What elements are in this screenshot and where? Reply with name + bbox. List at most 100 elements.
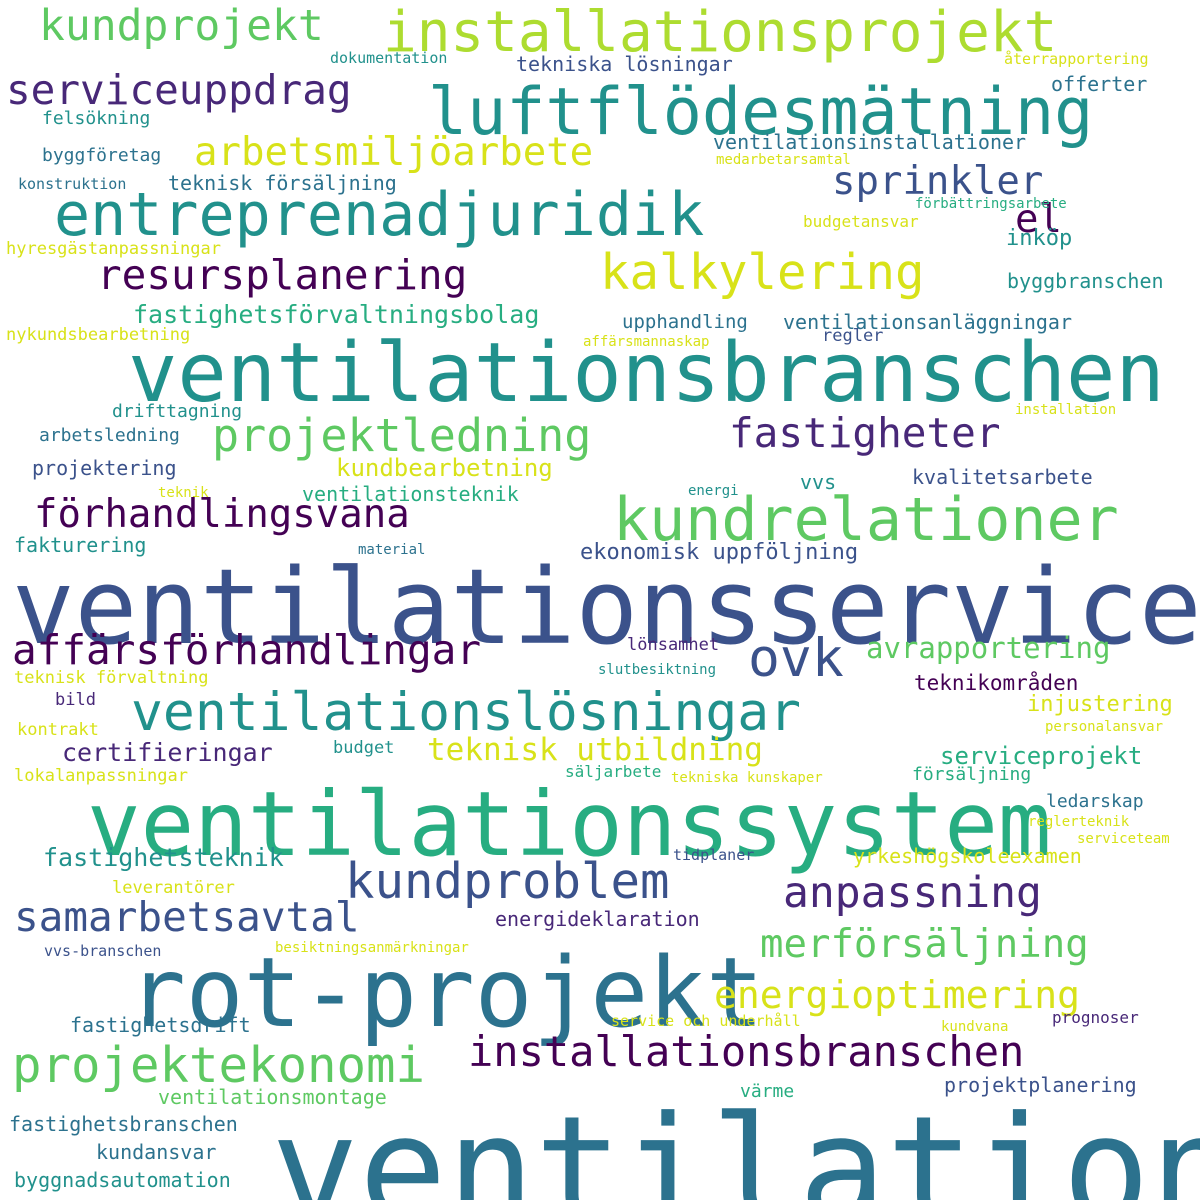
word-forbattringsarbete: förbättringsarbete [915, 196, 1067, 212]
word-resursplanering: resursplanering [97, 251, 468, 299]
word-vvs: vvs [800, 470, 837, 494]
word-ventilation: ventilation [271, 1085, 1200, 1200]
word-entreprenadjuridik: entreprenadjuridik [54, 180, 705, 250]
word-slutbesiktning: slutbesiktning [598, 662, 717, 678]
word-serviceprojekt: serviceprojekt [940, 742, 1143, 770]
word-ventilationsbranschen: ventilationsbranschen [128, 326, 1165, 421]
word-kundbearbetning: kundbearbetning [336, 454, 553, 482]
word-ventilationsteknik: ventilationsteknik [302, 482, 519, 506]
word-ventilationssystem: ventilationssystem [87, 772, 1052, 876]
word-besiktningsanmarkningar: besiktningsanmärkningar [275, 940, 469, 956]
word-vvs-branschen: vvs-branschen [44, 942, 162, 960]
word-anpassning: anpassning [783, 868, 1042, 918]
word-teknisk-forsaljning: teknisk försäljning [168, 171, 397, 195]
word-projektplanering: projektplanering [944, 1073, 1137, 1097]
word-samarbetsavtal: samarbetsavtal [14, 893, 360, 941]
word-budgetansvar: budgetansvar [803, 212, 919, 231]
word-teknisk-forvaltning: teknisk förvaltning [14, 668, 209, 688]
word-service-och-underhall: service och underhåll [611, 1012, 801, 1030]
word-arbetsmiljoarbete: arbetsmiljöarbete [194, 130, 594, 175]
word-energi: energi [688, 483, 739, 499]
word-projektledning: projektledning [212, 409, 592, 462]
word-kalkylering: kalkylering [600, 244, 925, 301]
word-byggnadsautomation: byggnadsautomation [14, 1168, 231, 1192]
word-arbetsledning: arbetsledning [39, 425, 180, 446]
word-upphandling: upphandling [622, 311, 748, 333]
word-rot-projekt: rot-projekt [128, 937, 764, 1049]
word-injustering: injustering [1027, 692, 1173, 717]
word-leverantorer: leverantörer [112, 878, 235, 898]
word-hyresgastanpassningar: hyresgästanpassningar [6, 239, 221, 259]
word-kundprojekt: kundprojekt [39, 1, 324, 51]
word-el: el [1015, 197, 1062, 242]
word-kundproblem: kundproblem [345, 853, 670, 910]
word-merforsaljning: merförsäljning [760, 922, 1089, 967]
word-affarsmannaskap: affärsmannaskap [583, 334, 710, 350]
word-kundrelationer: kundrelationer [613, 485, 1119, 555]
word-luftflodesmatning: luftflödesmätning [428, 75, 1094, 150]
word-projektering: projektering [32, 456, 177, 480]
word-tekniska-losningar: tekniska lösningar [516, 52, 733, 76]
word-ventilationslosningar: ventilationslösningar [131, 682, 802, 743]
word-serviceteam: serviceteam [1077, 831, 1170, 847]
word-projektekonomi: projektekonomi [12, 1037, 426, 1094]
word-tidplaner: tidplaner [673, 846, 755, 864]
word-varme: värme [740, 1081, 795, 1102]
word-inkop: inköp [1006, 226, 1073, 251]
word-fastighetsteknik: fastighetsteknik [43, 843, 284, 872]
word-budget: budget [333, 738, 395, 758]
word-konstruktion: konstruktion [18, 175, 127, 193]
word-ventilationsinstallationer: ventilationsinstallationer [713, 130, 1027, 154]
word-ventilationsmontage: ventilationsmontage [158, 1085, 387, 1109]
word-tekniska-kunskaper: tekniska kunskaper [671, 770, 823, 786]
word-material: material [358, 542, 426, 558]
word-fastighetsbranschen: fastighetsbranschen [9, 1112, 238, 1136]
word-prognoser: prognoser [1052, 1008, 1139, 1027]
word-certifieringar: certifieringar [62, 738, 273, 767]
word-kontrakt: kontrakt [17, 720, 99, 740]
word-aterrapportering: återrapportering [1004, 50, 1149, 68]
word-nykundsbearbetning: nykundsbearbetning [6, 325, 191, 345]
word-byggbranschen: byggbranschen [1007, 269, 1164, 293]
word-teknisk-utbildning: teknisk utbildning [427, 732, 763, 768]
word-lonsamhet: lönsamhet [627, 635, 720, 655]
word-ventilationsanlaggningar: ventilationsanläggningar [783, 310, 1072, 334]
word-installation: installation [1015, 402, 1117, 418]
word-fastighetsdrift: fastighetsdrift [70, 1013, 251, 1037]
word-ledarskap: ledarskap [1046, 791, 1144, 812]
word-kundansvar: kundansvar [96, 1140, 217, 1164]
word-installationsprojekt: installationsprojekt [383, 0, 1058, 65]
word-saljarbete: säljarbete [565, 762, 662, 781]
word-yrkeshogskoleexamen: yrkeshögskoleexamen [853, 844, 1082, 868]
word-drifttagning: drifttagning [112, 401, 243, 422]
word-fakturering: fakturering [14, 533, 147, 557]
word-energideklaration: energideklaration [495, 907, 700, 931]
word-forsaljning: försäljning [912, 764, 1032, 785]
word-byggforetag: byggföretag [42, 145, 162, 166]
word-bild: bild [55, 690, 96, 710]
word-ventilationsservice: ventilationsservice [12, 546, 1200, 668]
word-forhandlingsvana: förhandlingsvana [34, 492, 410, 537]
word-teknikomraden: teknikområden [914, 671, 1079, 695]
word-medarbetarsamtal: medarbetarsamtal [716, 152, 851, 168]
word-offerter: offerter [1051, 72, 1148, 96]
word-kvalitetsarbete: kvalitetsarbete [912, 465, 1093, 489]
word-lokalanpassningar: lokalanpassningar [14, 766, 188, 786]
word-regler: regler [822, 326, 884, 346]
word-personalansvar: personalansvar [1045, 719, 1164, 735]
word-serviceuppdrag: serviceuppdrag [6, 66, 352, 114]
word-felsokning: felsökning [42, 108, 151, 129]
word-sprinkler: sprinkler [832, 159, 1044, 204]
word-reglerteknik: reglerteknik [1028, 814, 1130, 830]
word-installationsbranschen: installationsbranschen [468, 1027, 1025, 1076]
word-avrapportering: avrapportering [866, 631, 1111, 665]
word-dokumentation: dokumentation [330, 49, 448, 67]
word-affarsforhandlingar: affärsförhandlingar [12, 626, 481, 674]
word-energioptimering: energioptimering [714, 973, 1081, 1017]
word-fastighetsforvaltningsbolag: fastighetsförvaltningsbolag [133, 300, 540, 329]
word-teknik: teknik [158, 485, 209, 501]
word-ovk: ovk [748, 628, 844, 689]
word-fastigheter: fastigheter [729, 409, 1001, 457]
word-kundvana: kundvana [941, 1019, 1009, 1035]
